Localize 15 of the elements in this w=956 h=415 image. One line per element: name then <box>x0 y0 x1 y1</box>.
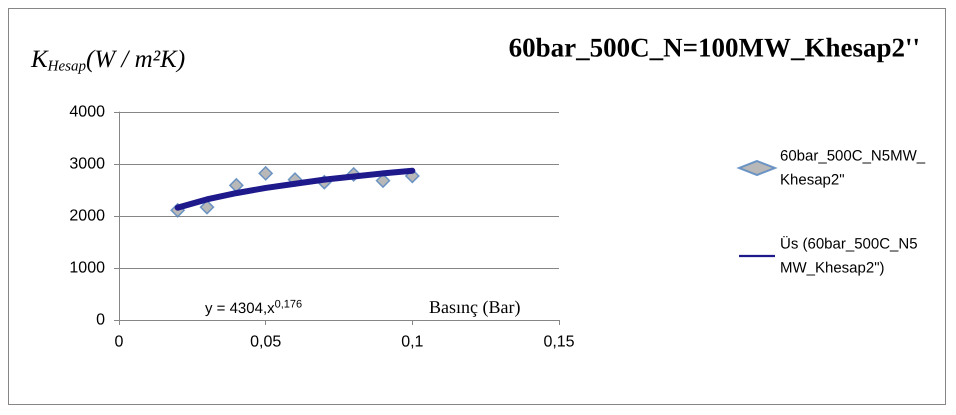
x-axis-title: Basınç (Bar) <box>429 297 520 317</box>
y-tick-label: 1000 <box>69 260 106 276</box>
y-tick-label: 4000 <box>69 104 106 120</box>
x-tick-label: 0,05 <box>250 334 282 350</box>
x-tick-label: 0 <box>114 334 124 350</box>
x-tick-label: 0,1 <box>401 334 424 350</box>
point <box>258 166 273 181</box>
point <box>200 200 214 214</box>
text: 60bar_500C_N=100MW_Khesap2'' <box>508 32 920 62</box>
legend-label: Üs (60bar_500C_N5MW_Khesap2") <box>780 236 918 276</box>
x-tick-label: 0,15 <box>543 334 575 350</box>
y-tick-label: 2000 <box>69 208 106 224</box>
legend-label: 60bar_500C_N5MW_Khesap2" <box>780 148 926 188</box>
y-tick-label: 0 <box>96 312 106 328</box>
y-tick-label: 3000 <box>69 156 106 172</box>
